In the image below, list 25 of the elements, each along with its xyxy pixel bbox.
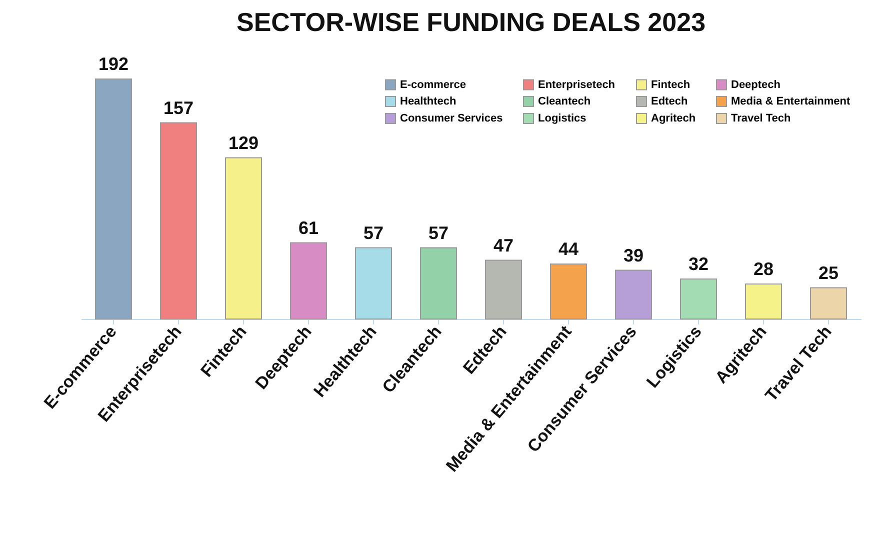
- data-label: 44: [558, 239, 579, 259]
- data-label: 57: [428, 222, 449, 243]
- data-label: 129: [228, 132, 259, 153]
- data-label: 61: [298, 218, 319, 238]
- legend-label: Enterprisetech: [538, 78, 616, 91]
- data-label: 192: [98, 54, 129, 74]
- legend-label: Edtech: [651, 96, 688, 108]
- legend-label: Media & Entertainment: [731, 96, 851, 108]
- legend-label: Fintech: [651, 78, 690, 91]
- data-label: 39: [623, 245, 644, 266]
- data-label: 25: [818, 262, 839, 283]
- data-label: 47: [493, 235, 514, 256]
- data-label: 57: [363, 222, 384, 243]
- legend-label: Healthtech: [400, 96, 457, 108]
- legend-label: Agritech: [651, 112, 696, 124]
- data-label: 28: [753, 259, 774, 279]
- legend-label: E-commerce: [400, 78, 466, 91]
- chart-title: SECTOR-WISE FUNDING DEALS 2023: [236, 7, 706, 37]
- legend-label: Logistics: [538, 112, 586, 124]
- legend-label: Deeptech: [731, 78, 781, 91]
- data-label: 157: [163, 98, 194, 118]
- legend-label: Consumer Services: [400, 112, 503, 124]
- legend-label: Cleantech: [538, 96, 591, 108]
- legend-label: Travel Tech: [731, 112, 791, 124]
- data-label: 32: [688, 254, 709, 274]
